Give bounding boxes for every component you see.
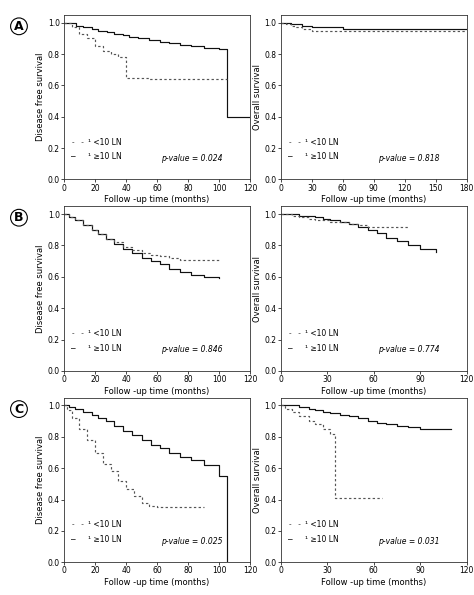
Text: B: B xyxy=(14,211,24,224)
X-axis label: Follow -up time (months): Follow -up time (months) xyxy=(104,578,210,587)
Text: ¹ <10 LN: ¹ <10 LN xyxy=(88,329,122,338)
Text: ¹ <10 LN: ¹ <10 LN xyxy=(305,521,338,530)
Text: - -: - - xyxy=(72,137,85,146)
Text: ¹ ≥10 LN: ¹ ≥10 LN xyxy=(88,344,122,353)
Text: —: — xyxy=(72,535,76,544)
X-axis label: Follow -up time (months): Follow -up time (months) xyxy=(321,387,427,396)
Text: ¹ <10 LN: ¹ <10 LN xyxy=(88,521,122,530)
Text: - -: - - xyxy=(288,521,302,530)
X-axis label: Follow -up time (months): Follow -up time (months) xyxy=(104,195,210,205)
X-axis label: Follow -up time (months): Follow -up time (months) xyxy=(321,195,427,205)
Text: ¹ <10 LN: ¹ <10 LN xyxy=(305,137,338,146)
Text: —: — xyxy=(72,344,76,353)
Text: - -: - - xyxy=(72,521,85,530)
Text: - -: - - xyxy=(288,137,302,146)
Text: —: — xyxy=(72,152,76,161)
Text: —: — xyxy=(288,152,293,161)
X-axis label: Follow -up time (months): Follow -up time (months) xyxy=(104,387,210,396)
Text: A: A xyxy=(14,20,24,33)
Text: p-value = 0.774: p-value = 0.774 xyxy=(378,346,439,355)
Text: ¹ <10 LN: ¹ <10 LN xyxy=(305,329,338,338)
Text: p-value = 0.025: p-value = 0.025 xyxy=(161,537,222,546)
Y-axis label: Disease free survival: Disease free survival xyxy=(36,245,45,333)
Text: ¹ ≥10 LN: ¹ ≥10 LN xyxy=(88,152,122,161)
Text: C: C xyxy=(14,403,24,415)
Y-axis label: Disease free survival: Disease free survival xyxy=(36,53,45,142)
Text: p-value = 0.031: p-value = 0.031 xyxy=(378,537,439,546)
Text: ¹ ≥10 LN: ¹ ≥10 LN xyxy=(305,535,339,544)
Text: - -: - - xyxy=(72,329,85,338)
Y-axis label: Overall survival: Overall survival xyxy=(253,64,262,130)
Text: ¹ ≥10 LN: ¹ ≥10 LN xyxy=(305,152,339,161)
Text: p-value = 0.024: p-value = 0.024 xyxy=(161,154,222,163)
Y-axis label: Overall survival: Overall survival xyxy=(253,447,262,513)
Text: ¹ ≥10 LN: ¹ ≥10 LN xyxy=(305,344,339,353)
Y-axis label: Overall survival: Overall survival xyxy=(253,256,262,321)
Text: ¹ <10 LN: ¹ <10 LN xyxy=(88,137,122,146)
Text: ¹ ≥10 LN: ¹ ≥10 LN xyxy=(88,535,122,544)
Y-axis label: Disease free survival: Disease free survival xyxy=(36,436,45,524)
Text: —: — xyxy=(288,344,293,353)
Text: p-value = 0.846: p-value = 0.846 xyxy=(161,346,222,355)
Text: - -: - - xyxy=(288,329,302,338)
Text: —: — xyxy=(288,535,293,544)
X-axis label: Follow -up time (months): Follow -up time (months) xyxy=(321,578,427,587)
Text: p-value = 0.818: p-value = 0.818 xyxy=(378,154,439,163)
